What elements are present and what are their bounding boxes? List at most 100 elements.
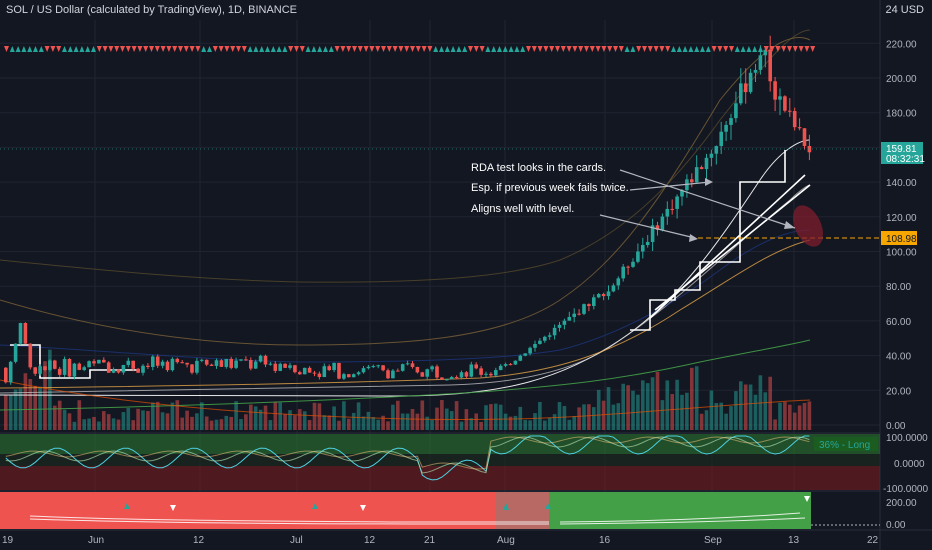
candle[interactable] <box>67 358 72 377</box>
candle[interactable] <box>719 131 723 147</box>
candle[interactable] <box>675 196 679 209</box>
candle[interactable] <box>190 364 194 373</box>
candle[interactable] <box>748 72 753 93</box>
candle[interactable] <box>332 362 336 371</box>
candle[interactable] <box>601 294 606 297</box>
candle[interactable] <box>283 363 287 368</box>
candle[interactable] <box>714 146 719 154</box>
candle[interactable] <box>533 343 537 348</box>
candle[interactable] <box>724 124 728 132</box>
candle[interactable] <box>239 359 243 361</box>
candle[interactable] <box>405 363 410 365</box>
candle[interactable] <box>209 364 214 366</box>
candle[interactable] <box>641 245 645 252</box>
candle[interactable] <box>391 370 395 379</box>
candle[interactable] <box>758 55 763 70</box>
candle[interactable] <box>131 360 135 369</box>
candle[interactable] <box>244 359 248 361</box>
candle[interactable] <box>670 208 674 210</box>
candle[interactable] <box>263 355 268 365</box>
candle[interactable] <box>611 285 616 292</box>
candle[interactable] <box>200 359 204 361</box>
candle[interactable] <box>381 365 385 371</box>
candle[interactable] <box>660 216 665 230</box>
candle[interactable] <box>386 370 390 379</box>
candle[interactable] <box>592 297 596 307</box>
candle[interactable] <box>494 370 498 376</box>
candle[interactable] <box>160 361 165 366</box>
candle[interactable] <box>474 364 478 369</box>
candle[interactable] <box>454 377 459 379</box>
candle[interactable] <box>278 363 282 371</box>
candle[interactable] <box>606 291 611 297</box>
candle[interactable] <box>410 363 415 367</box>
candle[interactable] <box>48 360 52 370</box>
candle[interactable] <box>298 372 302 375</box>
candle[interactable] <box>151 356 155 367</box>
candle[interactable] <box>459 372 464 378</box>
candle[interactable] <box>268 363 273 365</box>
candle[interactable] <box>650 225 655 242</box>
candle[interactable] <box>430 366 434 370</box>
candle[interactable] <box>87 361 91 368</box>
candle[interactable] <box>645 241 650 246</box>
candle[interactable] <box>788 110 792 112</box>
candle[interactable] <box>170 358 175 371</box>
candle[interactable] <box>224 358 229 367</box>
candle[interactable] <box>425 369 429 377</box>
candle[interactable] <box>508 364 513 366</box>
candle[interactable] <box>768 49 772 82</box>
candle[interactable] <box>376 365 380 367</box>
candle[interactable] <box>62 358 67 375</box>
candle[interactable] <box>807 145 812 153</box>
candle[interactable] <box>18 322 23 344</box>
candle[interactable] <box>469 364 474 377</box>
candle[interactable] <box>180 362 184 364</box>
candle[interactable] <box>28 343 33 368</box>
candle[interactable] <box>547 335 552 337</box>
candle[interactable] <box>214 360 219 366</box>
candle[interactable] <box>729 118 733 125</box>
candle[interactable] <box>567 316 572 321</box>
candle[interactable] <box>249 360 253 369</box>
candle[interactable] <box>288 365 292 368</box>
candle[interactable] <box>234 360 238 368</box>
candle[interactable] <box>513 360 518 365</box>
candle[interactable] <box>792 111 797 128</box>
candle[interactable] <box>121 364 126 373</box>
candle[interactable] <box>361 368 366 373</box>
candle[interactable] <box>23 322 28 344</box>
candle[interactable] <box>327 366 331 371</box>
candle[interactable] <box>77 363 82 370</box>
candle[interactable] <box>445 379 449 381</box>
candle[interactable] <box>479 368 483 375</box>
candle[interactable] <box>43 366 47 370</box>
candle[interactable] <box>195 360 199 373</box>
candle[interactable] <box>415 366 420 373</box>
candle[interactable] <box>57 368 62 375</box>
candle[interactable] <box>175 358 180 363</box>
candle[interactable] <box>773 81 777 100</box>
candle[interactable] <box>82 367 86 370</box>
candle[interactable] <box>13 343 18 362</box>
candle[interactable] <box>102 359 106 363</box>
candle[interactable] <box>126 360 131 365</box>
candle[interactable] <box>739 83 743 104</box>
candle[interactable] <box>356 372 361 375</box>
candle[interactable] <box>371 366 376 368</box>
candle[interactable] <box>753 69 758 73</box>
candle[interactable] <box>572 313 576 317</box>
candle[interactable] <box>802 128 807 146</box>
candle[interactable] <box>253 361 258 369</box>
candle[interactable] <box>783 96 787 111</box>
candle[interactable] <box>498 365 503 371</box>
candle[interactable] <box>621 266 625 279</box>
candle[interactable] <box>366 366 371 369</box>
candle[interactable] <box>680 190 684 197</box>
candle[interactable] <box>694 167 699 183</box>
candle[interactable] <box>552 327 557 336</box>
candle[interactable] <box>136 368 140 373</box>
candle[interactable] <box>53 360 57 369</box>
candle[interactable] <box>72 363 77 377</box>
